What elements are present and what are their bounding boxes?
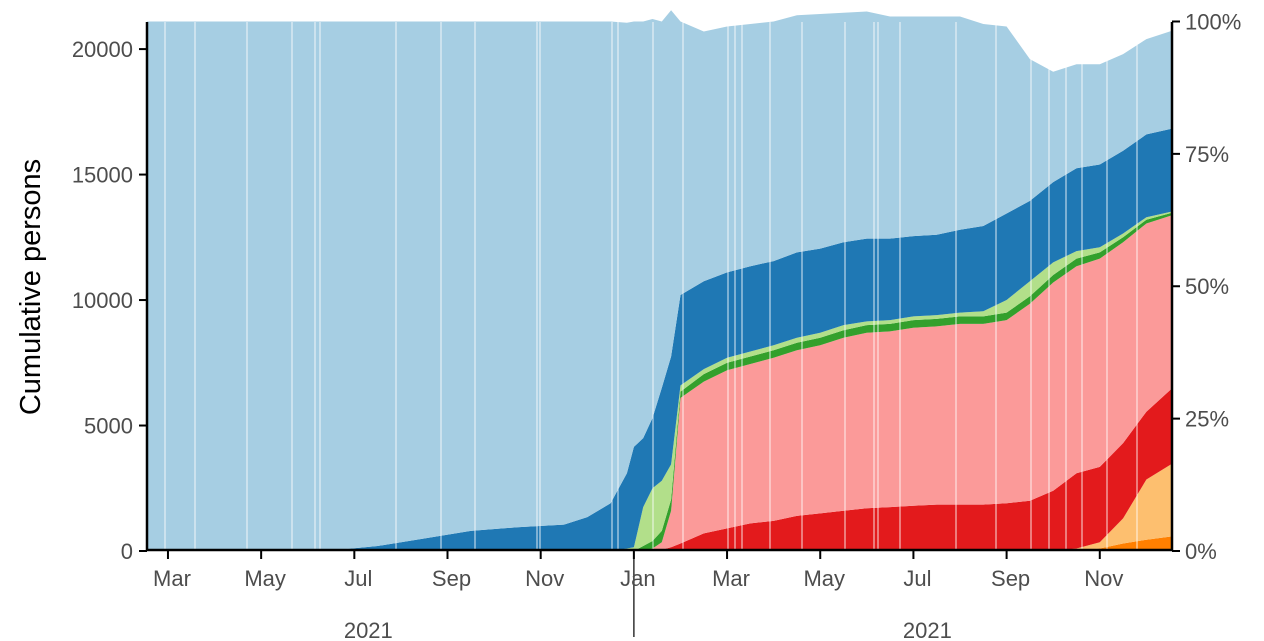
date-gridlines: [164, 22, 1138, 551]
y-tick-label: 10000: [72, 288, 133, 313]
x-tick-label: Nov: [525, 566, 564, 591]
area-series-4: [147, 215, 1172, 551]
x-tick-label: May: [803, 566, 845, 591]
y-tick-label: 15000: [72, 163, 133, 188]
x-tick-label: Sep: [991, 566, 1030, 591]
x-tick-label: Mar: [153, 566, 191, 591]
secondary-y-tick-label: 50%: [1185, 274, 1229, 299]
area-series-8: [147, 10, 1172, 551]
y-axis-ticks: 0 5000 10000 15000 20000: [72, 37, 147, 564]
x-axis-year-labels: 2021 2021: [344, 618, 952, 641]
area-series-7: [147, 128, 1172, 551]
secondary-y-tick-label: 75%: [1185, 142, 1229, 167]
y-tick-label: 5000: [84, 414, 133, 439]
area-series-3: [147, 388, 1172, 551]
y-tick-label: 0: [121, 539, 133, 564]
secondary-y-tick-label: 25%: [1185, 407, 1229, 432]
x-tick-label: Jul: [903, 566, 931, 591]
area-series-group: [147, 10, 1172, 551]
x-year-label: 2021: [903, 618, 952, 641]
x-tick-label: Nov: [1084, 566, 1123, 591]
x-axis-ticks: Mar May Jul Sep Nov Jan Mar May Jul Sep Nov: [153, 551, 1123, 591]
area-series-6: [147, 211, 1172, 551]
x-year-label: 2021: [344, 618, 393, 641]
x-tick-label: Sep: [432, 566, 471, 591]
secondary-y-axis-ticks: 0% 25% 50% 75% 100%: [1172, 9, 1241, 564]
secondary-y-tick-label: 0%: [1185, 539, 1217, 564]
x-tick-label: Jan: [620, 566, 655, 591]
x-tick-label: May: [244, 566, 286, 591]
secondary-y-tick-label: 100%: [1185, 9, 1241, 34]
x-tick-label: Mar: [712, 566, 750, 591]
y-axis-title: Cumulative persons: [15, 159, 47, 415]
x-tick-label: Jul: [344, 566, 372, 591]
y-tick-label: 20000: [72, 37, 133, 62]
